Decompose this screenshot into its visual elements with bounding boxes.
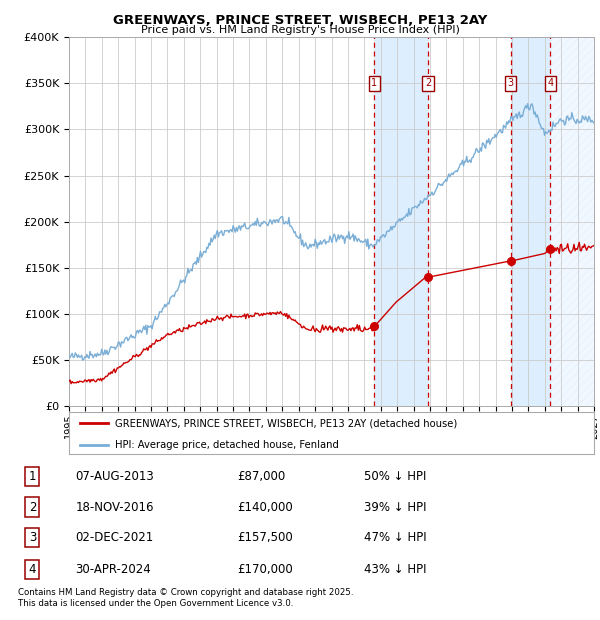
Text: £140,000: £140,000 [237, 500, 293, 513]
Text: 2: 2 [425, 78, 431, 88]
Text: 47% ↓ HPI: 47% ↓ HPI [364, 531, 426, 544]
Text: 30-APR-2024: 30-APR-2024 [76, 563, 151, 576]
Bar [374, 37, 428, 406]
Text: 39% ↓ HPI: 39% ↓ HPI [364, 500, 426, 513]
Text: This data is licensed under the Open Government Licence v3.0.: This data is licensed under the Open Gov… [18, 599, 293, 608]
Text: £170,000: £170,000 [237, 563, 293, 576]
Text: 2: 2 [29, 500, 36, 513]
Text: £87,000: £87,000 [237, 470, 285, 483]
Text: 4: 4 [29, 563, 36, 576]
Text: 43% ↓ HPI: 43% ↓ HPI [364, 563, 426, 576]
Text: 18-NOV-2016: 18-NOV-2016 [76, 500, 154, 513]
Text: Price paid vs. HM Land Registry's House Price Index (HPI): Price paid vs. HM Land Registry's House … [140, 25, 460, 35]
Text: GREENWAYS, PRINCE STREET, WISBECH, PE13 2AY: GREENWAYS, PRINCE STREET, WISBECH, PE13 … [113, 14, 487, 27]
Text: £157,500: £157,500 [237, 531, 293, 544]
Text: 3: 3 [508, 78, 514, 88]
Text: Contains HM Land Registry data © Crown copyright and database right 2025.: Contains HM Land Registry data © Crown c… [18, 588, 353, 597]
Text: 3: 3 [29, 531, 36, 544]
Bar [511, 37, 550, 406]
Text: 4: 4 [547, 78, 553, 88]
Text: 1: 1 [29, 470, 36, 483]
Bar [550, 37, 594, 406]
Text: 02-DEC-2021: 02-DEC-2021 [76, 531, 154, 544]
Text: 50% ↓ HPI: 50% ↓ HPI [364, 470, 426, 483]
Text: HPI: Average price, detached house, Fenland: HPI: Average price, detached house, Fenl… [115, 440, 339, 450]
Text: 07-AUG-2013: 07-AUG-2013 [76, 470, 154, 483]
Text: GREENWAYS, PRINCE STREET, WISBECH, PE13 2AY (detached house): GREENWAYS, PRINCE STREET, WISBECH, PE13 … [115, 418, 457, 428]
Text: 1: 1 [371, 78, 377, 88]
